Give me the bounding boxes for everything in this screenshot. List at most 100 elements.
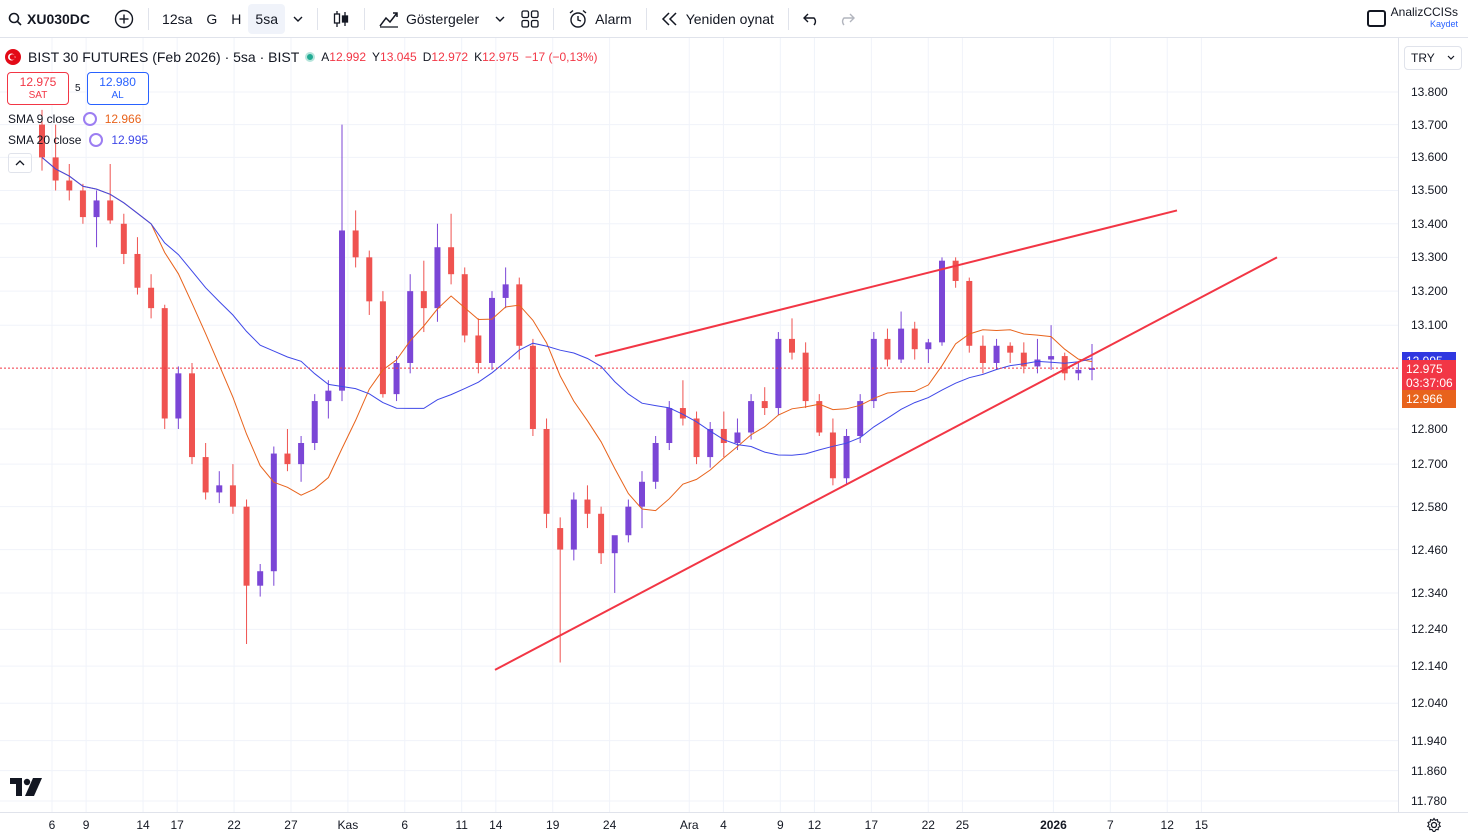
time-axis[interactable]: 6 9 14 17 22 27 Kas 6 11 14 19 24 Ara 4 9 12 17 22 25 2026 7… [0,812,1468,838]
candle-body [66,180,73,191]
candle-body [693,418,700,458]
candle-body [1020,352,1027,367]
candle-body [666,408,673,444]
candle-body [870,338,877,402]
price-tick: 13.500 [1411,183,1448,198]
candle-body [339,230,345,391]
candle-body [652,443,659,482]
chart-type-button[interactable] [324,0,358,38]
chart-legend: BIST 30 FUTURES (Feb 2026) · 5sa · BIST … [4,48,598,173]
price-tick: 13.400 [1411,216,1448,231]
candle-body [148,287,155,309]
time-tick: 22 [921,818,935,832]
toolbar-divider [553,7,555,30]
candle-body [761,401,768,409]
chart-settings-button[interactable] [1426,817,1442,838]
tradingview-logo[interactable] [10,778,42,796]
candle-body [216,485,223,493]
timeframe-12sa[interactable]: 12sa [155,0,199,38]
candle-body [543,428,550,514]
save-label: Kaydet [1429,19,1458,29]
timeframe-h[interactable]: H [224,0,248,38]
toolbar-divider [148,7,150,30]
chevron-up-icon [15,160,25,166]
candle-body [1089,368,1095,370]
symbol-label: XU030DC [27,10,91,27]
replay-button[interactable]: Yeniden oynat [653,0,782,38]
price-tick: 11.860 [1411,763,1447,778]
candle-body [952,260,959,281]
timeframe-dropdown-button[interactable] [285,0,311,38]
sma9-legend[interactable]: SMA 9 close 12.966 [8,112,598,126]
account-name: AnalizCCISs [1390,5,1458,19]
price-tick: 13.200 [1411,284,1448,299]
candle-body [366,257,373,302]
candle-body [843,435,850,479]
indicators-button[interactable]: Göstergeler [371,0,487,38]
time-tick: 17 [170,818,184,832]
candle-body [939,260,945,343]
lower-trendline [494,256,1278,671]
candle-body [925,342,932,350]
candle-body [107,200,114,221]
symbol-search-button[interactable]: XU030DC [0,0,90,38]
time-tick: 15 [1194,818,1209,832]
replay-label: Yeniden oynat [685,10,774,27]
time-tick: 9 [82,818,90,832]
alarm-button[interactable]: Alarm [560,0,640,38]
market-status-icon[interactable] [305,52,316,62]
account-menu[interactable]: AnalizCCISs Kaydet [1391,5,1458,29]
search-icon [8,12,22,26]
candle-body [407,291,414,363]
time-tick: 4 [720,818,727,832]
candle-body [270,453,277,572]
buy-button[interactable]: 12.980 AL [86,72,149,105]
candle-body [379,301,386,395]
legend-title[interactable]: BIST 30 FUTURES (Feb 2026) · 5sa · BIST [28,49,300,65]
currency-select[interactable]: TRY [1404,46,1462,70]
candle-body [802,352,809,402]
add-circle-icon [114,9,134,28]
currency-label: TRY [1411,51,1435,65]
layouts-button[interactable] [513,0,547,38]
price-tick: 12.040 [1411,696,1448,711]
candle-body [202,457,209,493]
price-tick: 13.800 [1411,85,1448,99]
sma20-legend[interactable]: SMA 20 close 12.995 [8,133,598,147]
indicators-label: Göstergeler [405,10,480,27]
sma20-value: 12.995 [111,133,149,147]
candle-body [229,485,236,507]
candle-body [625,506,632,536]
redo-button[interactable] [829,0,863,38]
candle-body [352,230,359,258]
sell-button[interactable]: 12.975 SAT [7,72,69,105]
sma20-label: SMA 20 close [8,133,82,147]
top-toolbar: XU030DC 12sa G H 5sa Göstergeler Alarm Y… [0,0,1468,38]
indicators-dropdown-button[interactable] [487,0,513,38]
candles-icon [333,10,349,27]
candle-body [570,499,577,550]
price-axis[interactable]: TRY 13.800 13.700 13.600 13.500 13.400 13.300… [1398,38,1468,812]
time-tick: 14 [489,818,503,832]
indicators-icon [379,11,398,28]
price-tick: 12.580 [1411,499,1448,514]
candle-body [1048,356,1055,360]
price-tick: 13.600 [1411,150,1448,165]
candle-body [502,284,509,298]
alarm-label: Alarm [595,10,632,27]
collapse-legend-button[interactable] [8,153,32,173]
price-chart[interactable] [0,38,1398,812]
candle-body [639,481,645,507]
candle-body [243,506,250,586]
candle-body [1075,369,1082,374]
account-checkbox[interactable] [1367,10,1386,27]
time-tick: 25 [955,818,970,832]
compare-symbol-button[interactable] [106,0,142,38]
timeframe-5sa[interactable]: 5sa [248,3,285,34]
time-tick: 9 [776,818,784,832]
toolbar-divider [787,7,789,30]
timeframe-g[interactable]: G [199,0,224,38]
undo-button[interactable] [795,0,829,38]
candle-body [257,571,264,586]
time-tick: Kas [337,818,359,832]
